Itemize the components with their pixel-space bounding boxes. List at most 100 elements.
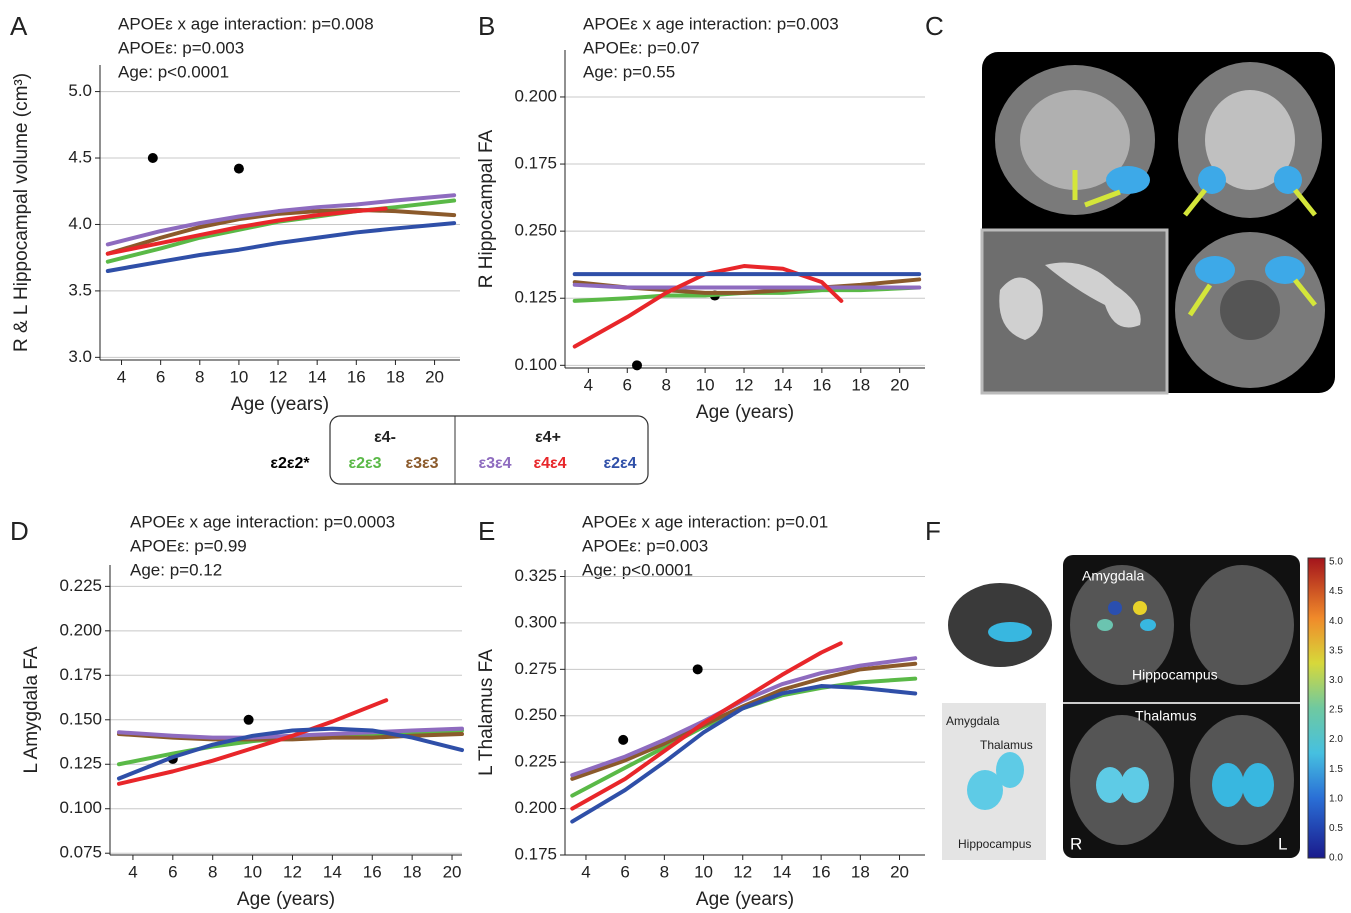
y-tick-label: 4.5: [68, 148, 92, 167]
colorbar-tick-label: 4.0: [1329, 616, 1343, 627]
x-tick-label: 6: [156, 367, 165, 386]
x-tick-label: 12: [735, 375, 754, 394]
panel-letter: E: [478, 516, 495, 546]
y-tick-label: 0.125: [514, 288, 557, 307]
region-label: Thalamus: [980, 738, 1033, 752]
y-tick-label: 5.0: [68, 81, 92, 100]
y-tick-label: 0.225: [514, 752, 557, 771]
x-tick-label: 16: [347, 367, 366, 386]
y-axis-label: L Thalamus FA: [476, 649, 497, 776]
x-tick-label: 18: [851, 375, 870, 394]
colorbar-tick-label: 2.0: [1329, 734, 1343, 745]
annotation: APOEε x age interaction: p=0.008: [118, 14, 374, 33]
x-axis-label: Age (years): [696, 889, 794, 910]
annotation: APOEε x age interaction: p=0.01: [582, 512, 828, 531]
point: [147, 153, 158, 164]
region-label: Amygdala: [1082, 568, 1144, 584]
x-tick-label: 4: [584, 375, 593, 394]
legend-entry: ε4ε4: [534, 455, 567, 472]
y-axis-label: L Amygdala FA: [21, 646, 42, 773]
colorbar-tick-label: 1.5: [1329, 764, 1343, 775]
x-tick-label: 10: [229, 367, 248, 386]
x-tick-label: 6: [620, 862, 629, 881]
y-tick-label: 0.200: [514, 86, 557, 105]
x-tick-label: 8: [661, 375, 670, 394]
panel-letter: C: [925, 11, 944, 41]
region-label: Thalamus: [1135, 708, 1196, 724]
panel-f-image: [942, 555, 1326, 860]
fit-line: [572, 264, 844, 349]
x-tick-label: 18: [386, 367, 405, 386]
region-label: Hippocampus: [958, 837, 1031, 851]
y-tick-label: 0.075: [59, 843, 102, 862]
annotation: APOEε: p=0.003: [118, 38, 244, 57]
x-axis-label: Age (years): [237, 889, 335, 910]
x-tick-label: 16: [812, 862, 831, 881]
fit-line: [105, 193, 457, 247]
y-tick-label: 0.250: [514, 705, 557, 724]
panel-letter: A: [10, 11, 28, 41]
legend-entry: ε2ε2*: [270, 455, 310, 472]
fit-line: [116, 726, 464, 781]
y-tick-label: 0.100: [514, 355, 557, 374]
colorbar-tick-label: 1.0: [1329, 793, 1343, 804]
y-tick-label: 0.175: [514, 844, 557, 863]
legend-box: [329, 415, 649, 485]
region-label: Amygdala: [946, 714, 1000, 728]
annotation: APOEε: p=0.003: [582, 536, 708, 555]
y-axis-label: R Hippocampal FA: [476, 129, 497, 288]
x-tick-label: 10: [243, 862, 262, 881]
colorbar-tick-label: 5.0: [1329, 557, 1343, 568]
colorbar-tick-label: 3.0: [1329, 675, 1343, 686]
legend-group: ε4+: [535, 429, 561, 446]
point: [233, 163, 244, 174]
panel-c-image: [980, 52, 1335, 395]
y-tick-label: 3.0: [68, 347, 92, 366]
legend: ε2ε2* ε2ε3 ε3ε3 ε3ε4 ε4ε4 ε2ε4: [270, 455, 636, 472]
point: [692, 664, 703, 675]
annotation: Age: p<0.0001: [118, 62, 229, 81]
x-tick-label: 8: [660, 862, 669, 881]
colorbar-tick-label: 3.5: [1329, 645, 1343, 656]
colorbar-tick-label: 4.5: [1329, 586, 1343, 597]
annotation: Age: p=0.12: [130, 560, 222, 579]
side-label: L: [1278, 834, 1287, 853]
annotation: Age: p=0.55: [583, 62, 675, 81]
y-tick-label: 0.175: [514, 154, 557, 173]
colorbar-tick-label: 0.5: [1329, 823, 1343, 834]
fit-line: [570, 641, 843, 811]
x-tick-label: 14: [772, 862, 791, 881]
x-tick-label: 4: [128, 862, 137, 881]
x-tick-label: 20: [443, 862, 462, 881]
fit-line: [570, 656, 918, 778]
x-tick-label: 16: [363, 862, 382, 881]
y-tick-label: 0.150: [59, 709, 102, 728]
x-tick-label: 20: [890, 375, 909, 394]
annotation: Age: p<0.0001: [582, 560, 693, 579]
x-tick-label: 4: [117, 367, 126, 386]
x-tick-label: 10: [694, 862, 713, 881]
x-tick-label: 18: [403, 862, 422, 881]
y-tick-label: 4.0: [68, 214, 92, 233]
x-tick-label: 18: [851, 862, 870, 881]
panel-letter: B: [478, 11, 495, 41]
colorbar-tick-label: 0.0: [1329, 853, 1343, 864]
panel-letter: F: [925, 516, 941, 546]
fit-line: [570, 684, 918, 824]
colorbar-tick-label: 2.5: [1329, 705, 1343, 716]
annotation: APOEε x age interaction: p=0.003: [583, 14, 839, 33]
y-tick-label: 0.300: [514, 612, 557, 631]
x-tick-label: 4: [581, 862, 590, 881]
point: [618, 734, 629, 745]
x-tick-label: 14: [773, 375, 792, 394]
x-tick-label: 10: [696, 375, 715, 394]
x-tick-label: 20: [890, 862, 909, 881]
colorbar-ticks: 5.0 4.5 4.0 3.5 3.0 2.5 2.0 1.5 1.0 0.5 0.0: [1329, 557, 1343, 864]
side-label: R: [1070, 834, 1082, 853]
x-tick-label: 12: [269, 367, 288, 386]
x-tick-label: 6: [623, 375, 632, 394]
y-tick-label: 0.225: [59, 576, 102, 595]
y-tick-label: 0.325: [514, 566, 557, 585]
y-tick-label: 0.175: [59, 665, 102, 684]
